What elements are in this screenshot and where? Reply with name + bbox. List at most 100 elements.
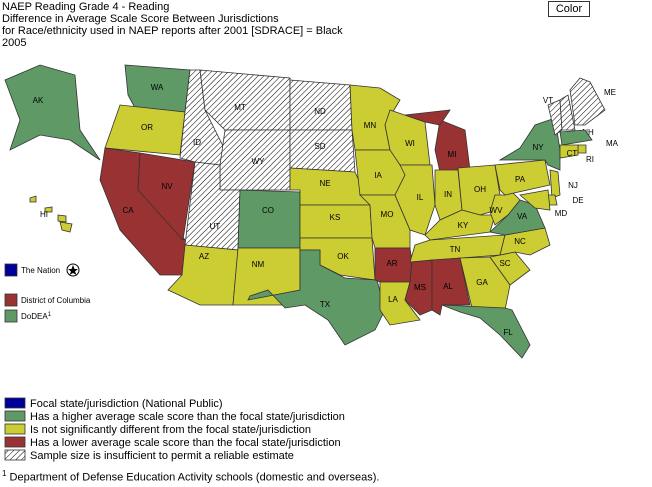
header: NAEP Reading Grade 4 - Reading Difference… [2,1,343,49]
state-region [559,94,576,131]
side-swatch [4,263,18,277]
state-label: OR [141,123,153,132]
nation-star [68,265,78,275]
state-label: WI [405,139,415,148]
state-label: LA [388,295,398,304]
footnote: 1 Department of Defense Education Activi… [2,469,379,484]
state-label: NV [161,182,173,191]
state-region [44,206,53,213]
state-label: WV [490,206,504,215]
state-region [559,144,579,159]
state-region [219,129,291,191]
state-label: NJ [568,181,578,190]
state-region [394,164,436,236]
state-region [441,304,531,359]
side-swatch [4,309,18,323]
state-label: ND [314,107,326,116]
state-label: CA [122,206,134,215]
state-label: OH [474,185,486,194]
state-region [29,195,37,203]
state-region [137,152,196,241]
state-label: NM [252,260,265,269]
state-label: RI [586,155,594,164]
state-label: AR [386,259,397,268]
side-label: District of Columbia [21,296,91,305]
state-label: MI [448,150,457,159]
state-region [424,209,496,241]
state-label: MN [364,121,377,130]
state-label: MA [606,139,619,148]
state-label: SD [314,142,325,151]
state-label: MO [381,210,394,219]
side-label-text: DoDEA [21,312,48,321]
legend-label: Has a higher average scale score than th… [30,411,345,423]
state-region [232,247,301,306]
state-region [237,189,301,249]
header-line: NAEP Reading Grade 4 - Reading [2,1,170,13]
state-label: TN [450,245,461,254]
side-note-mark: 1 [48,312,52,318]
state-region [494,159,551,196]
state-label: MT [234,103,246,112]
state-region [57,214,67,223]
state-label: VT [543,96,553,105]
state-label: NC [514,237,526,246]
state-region [247,249,386,346]
state-label: AK [33,96,44,105]
state-region [519,189,551,211]
legend-label: Has a lower average scale score than the… [30,437,341,449]
legend-label: Is not significantly different from the … [30,424,311,436]
state-region [569,77,606,126]
state-label: UT [210,222,221,231]
state-label: CO [262,206,274,215]
side-label-text: District of Columbia [21,296,91,305]
state-label: NE [319,179,330,188]
state-label: AL [443,282,453,291]
state-label: AZ [199,252,209,261]
header-line: for Race/ethnicity used in NAEP reports … [2,25,343,37]
state-label: VA [517,212,528,221]
footnote-mark: 1 [2,469,7,478]
state-label: IA [374,171,382,180]
state-region [59,221,73,233]
state-label: MD [555,209,568,218]
state-label: OK [337,252,349,261]
state-label: FL [503,328,513,337]
state-region [549,169,561,199]
state-label: CT [567,149,578,158]
header-line: 2005 [2,37,27,49]
state-region [459,256,511,311]
state-label: NH [582,128,594,137]
color-button[interactable]: Color [548,1,590,17]
legend-swatch [4,436,26,448]
state-label: ME [604,88,616,97]
state-region [577,144,587,154]
state-label: KY [458,221,469,230]
state-label: NY [532,143,544,152]
side-label: DoDEA1 [21,312,52,321]
state-label: MS [414,283,426,292]
legend-swatch [4,397,26,409]
state-label: DE [572,196,583,205]
state-region [289,79,353,131]
state-label: PA [515,175,526,184]
state-region [4,64,101,161]
side-swatch [4,293,18,307]
state-label: KS [330,213,341,222]
side-label-text: The Nation [21,266,60,275]
state-label: IL [417,193,424,202]
state-label: SC [499,259,510,268]
state-label: IN [444,190,452,199]
state-region [434,119,471,173]
footnote-text: Department of Defense Education Activity… [9,471,380,484]
state-region [404,109,451,126]
state-label: GA [476,278,488,287]
state-label: WA [151,83,164,92]
legend-swatch [4,423,26,435]
state-region [199,69,291,131]
state-label: ID [193,138,201,147]
state-region [559,129,593,146]
legend-swatch [4,410,26,422]
